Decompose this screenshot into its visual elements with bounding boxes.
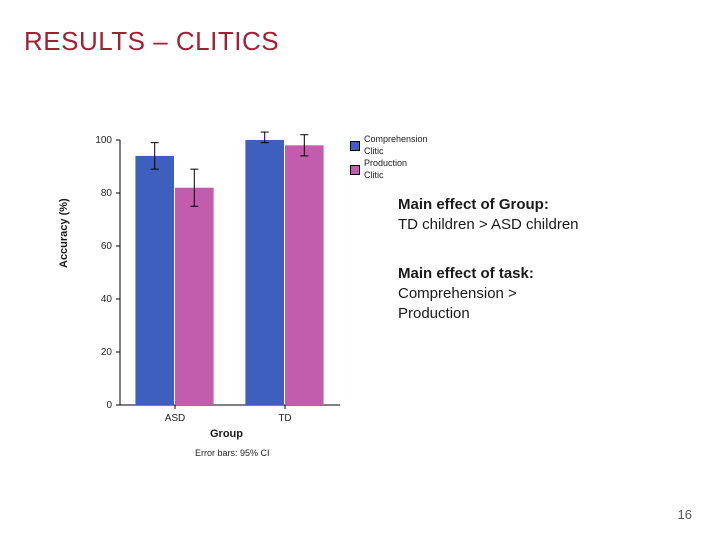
svg-text:60: 60 xyxy=(101,241,113,252)
errorbar-note: Error bars: 95% CI xyxy=(195,448,270,458)
svg-text:ASD: ASD xyxy=(165,413,186,424)
svg-text:0: 0 xyxy=(106,400,112,411)
legend-row: ComprehensionClitic xyxy=(350,134,428,157)
svg-text:20: 20 xyxy=(101,347,113,358)
task-effect-block: Main effect of task: Comprehension > Pro… xyxy=(398,264,688,325)
legend-swatch xyxy=(350,165,360,175)
legend-swatch xyxy=(350,141,360,151)
chart-legend: ComprehensionCliticProductionClitic xyxy=(350,134,428,183)
group-effect-heading: Main effect of Group: xyxy=(398,196,549,213)
svg-text:TD: TD xyxy=(278,413,291,424)
page-number: 16 xyxy=(678,507,692,522)
group-effect-line: TD children > ASD children xyxy=(398,216,579,233)
task-effect-heading: Main effect of task: xyxy=(398,265,534,282)
slide-root: RESULTS – CLITICS Accuracy (%) 0 20 40 60 80… xyxy=(0,0,720,540)
x-axis-label: Group xyxy=(210,428,243,440)
slide-title: RESULTS – CLITICS xyxy=(24,26,279,57)
svg-text:100: 100 xyxy=(95,135,112,146)
svg-text:40: 40 xyxy=(101,294,113,305)
group-effect-block: Main effect of Group: TD children > ASD … xyxy=(398,195,688,236)
bar xyxy=(135,156,174,405)
task-effect-line2: Production xyxy=(398,305,470,322)
chart-svg: 0 20 40 60 80 100 ASD TD xyxy=(78,130,388,450)
y-axis-label: Accuracy (%) xyxy=(58,198,70,268)
task-effect-line1: Comprehension > xyxy=(398,285,517,302)
bar xyxy=(285,145,324,405)
bar-chart: 0 20 40 60 80 100 ASD TD xyxy=(78,130,388,450)
results-text: Main effect of Group: TD children > ASD … xyxy=(398,195,688,324)
bar xyxy=(175,188,214,405)
bar xyxy=(245,140,284,405)
legend-row: ProductionClitic xyxy=(350,158,428,181)
legend-label: ComprehensionClitic xyxy=(364,134,428,157)
svg-text:80: 80 xyxy=(101,188,113,199)
legend-label: ProductionClitic xyxy=(364,158,407,181)
